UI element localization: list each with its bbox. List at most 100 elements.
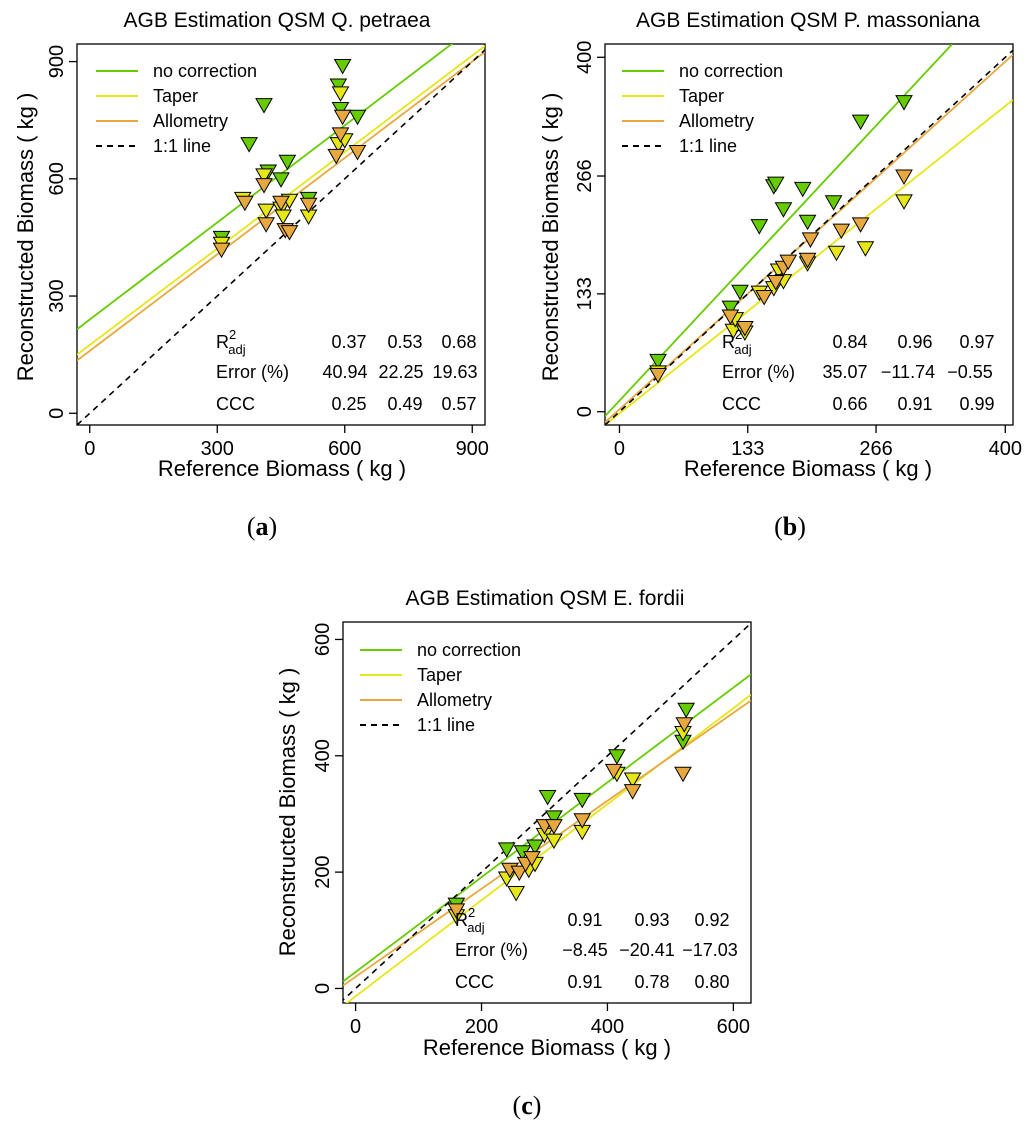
y-tick-label: 400 — [312, 739, 334, 772]
data-point-allometry — [674, 766, 692, 783]
stat-value: 0.66 — [832, 394, 867, 414]
y-tick-label: 0 — [574, 406, 596, 417]
stat-value: 0.91 — [567, 910, 602, 930]
tick-layer: 0 200 400 600 0 200 400 600 — [312, 623, 750, 1038]
stat-value: 0.68 — [441, 332, 476, 352]
plot-frame — [342, 621, 752, 1004]
y-tick-label: 200 — [312, 855, 334, 888]
stat-value: −0.55 — [947, 362, 993, 382]
data-point-taper — [895, 194, 913, 210]
stats-table: R2 adj 0.84 0.96 0.97 Error (%) 35.07 −11… — [722, 327, 995, 414]
data-point-no-correction — [824, 195, 843, 211]
fit-line-1-1-line — [77, 48, 485, 425]
data-point-allometry — [523, 851, 541, 867]
stat-label-error: Error (%) — [722, 362, 795, 382]
legend-label-no-correction: no correction — [679, 61, 783, 81]
legend-label-taper: Taper — [679, 86, 724, 106]
legend-label-taper: Taper — [153, 86, 198, 106]
data-point-allometry — [272, 195, 290, 212]
stat-label-error: Error (%) — [216, 362, 289, 382]
data-point-allometry — [604, 763, 623, 780]
data-point-no-correction — [278, 154, 297, 171]
data-point-no-correction — [793, 181, 812, 198]
stat-label-ccc: CCC — [455, 972, 494, 992]
stats-table: R2 adj 0.91 0.93 0.92 Error (%) −8.45 −20… — [455, 905, 738, 992]
data-point-no-correction — [329, 78, 348, 95]
data-point-taper — [274, 209, 292, 225]
data-point-no-correction — [272, 172, 290, 188]
data-point-taper — [255, 168, 273, 184]
legend-label-one-to-one: 1:1 line — [153, 136, 211, 156]
stat-value: 0.97 — [959, 332, 994, 352]
stat-value: 0.57 — [441, 394, 476, 414]
data-point-no-correction — [573, 792, 592, 809]
stat-value: 40.94 — [322, 362, 367, 382]
stat-value: 0.84 — [832, 332, 867, 352]
chart-title: AGB Estimation QSM P. massoniana — [636, 9, 980, 32]
stat-value: 0.96 — [897, 332, 932, 352]
legend: no correction Taper Allometry 1:1 line — [96, 61, 257, 156]
data-point-no-correction — [895, 95, 913, 111]
data-point-taper — [856, 241, 875, 257]
stat-value: 0.37 — [331, 332, 366, 352]
stat-label-r2-adj: R2 adj — [216, 327, 246, 357]
data-point-allometry — [721, 309, 740, 326]
data-point-no-correction — [255, 98, 273, 114]
x-tick-label: 600 — [328, 438, 361, 460]
stat-value: 0.93 — [634, 910, 669, 930]
x-tick-label: 266 — [859, 438, 892, 460]
data-point-allometry — [255, 178, 273, 194]
data-point-no-correction — [348, 109, 367, 126]
data-point-allometry — [851, 217, 870, 233]
plot-frame — [76, 43, 486, 426]
stat-label-r2-adj: R2 adj — [722, 327, 752, 357]
data-point-allometry — [623, 784, 642, 800]
data-point-allometry — [447, 903, 466, 919]
data-point-allometry — [212, 242, 231, 259]
stat-label-r2-adj: R2 adj — [455, 905, 485, 935]
panel-label-a: (a) — [247, 512, 277, 541]
data-point-no-correction — [731, 284, 749, 301]
legend-label-one-to-one: 1:1 line — [417, 715, 475, 735]
data-point-allometry — [236, 195, 254, 212]
data-point-taper — [331, 86, 350, 102]
legend-label-no-correction: no correction — [153, 61, 257, 81]
stat-value: −11.74 — [881, 362, 935, 382]
data-point-allometry — [573, 813, 592, 829]
legend-label-taper: Taper — [417, 665, 462, 685]
fit-line-1-1-line — [343, 622, 751, 1002]
data-point-allometry — [299, 197, 318, 214]
data-point-allometry — [735, 321, 754, 337]
data-point-taper — [623, 772, 642, 789]
panel-b: AGB Estimation QSM P. massoniana 0 133 266… — [538, 9, 1022, 541]
data-point-allometry — [895, 169, 913, 186]
panel-label-c: (c) — [513, 1091, 542, 1120]
stat-value: 0.91 — [897, 394, 932, 414]
data-point-no-correction — [608, 749, 626, 765]
data-point-no-correction — [497, 842, 516, 858]
data-point-no-correction — [851, 114, 870, 131]
y-tick-label: 0 — [46, 408, 68, 419]
data-point-allometry — [510, 865, 529, 882]
y-axis-label: Reconstructed Biomass ( kg ) — [538, 93, 563, 382]
x-tick-label: 133 — [731, 438, 764, 460]
data-point-no-correction — [240, 137, 258, 153]
y-tick-label: 400 — [574, 41, 596, 74]
x-tick-label: 400 — [989, 438, 1022, 460]
data-point-no-correction — [677, 702, 696, 719]
chart-title: AGB Estimation QSM Q. petraea — [124, 9, 431, 32]
data-point-allometry — [832, 223, 851, 240]
x-tick-label: 0 — [84, 438, 95, 460]
x-axis-label: Reference Biomass ( kg ) — [684, 456, 932, 481]
stats-table: R2 adj 0.37 0.53 0.68 Error (%) 40.94 22.… — [216, 327, 478, 414]
data-point-no-correction — [526, 839, 544, 855]
y-tick-label: 600 — [46, 162, 68, 195]
legend: no correction Taper Allometry 1:1 line — [360, 640, 521, 735]
y-tick-label: 266 — [574, 159, 596, 192]
stat-value: 0.91 — [567, 972, 602, 992]
stat-value: 0.80 — [694, 972, 729, 992]
data-point-no-correction — [798, 214, 817, 231]
legend: no correction Taper Allometry 1:1 line — [622, 61, 783, 156]
data-point-no-correction — [750, 219, 769, 235]
stat-label-error: Error (%) — [455, 940, 528, 960]
